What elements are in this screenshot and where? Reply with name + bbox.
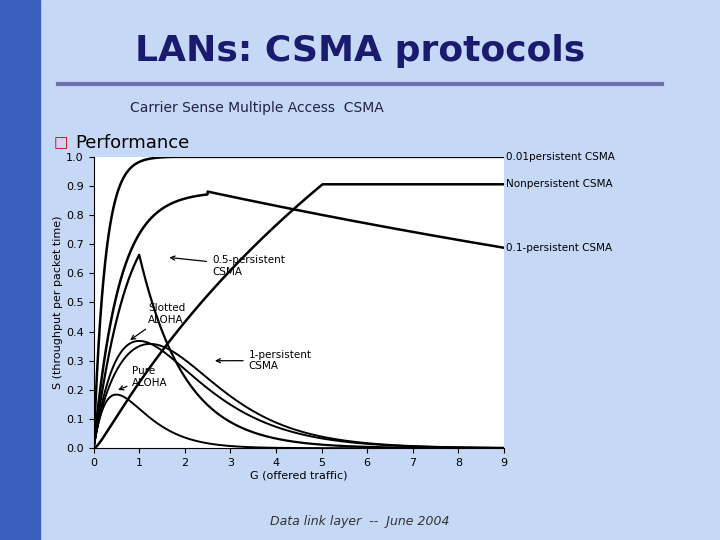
Text: LANs: CSMA protocols: LANs: CSMA protocols <box>135 35 585 68</box>
Y-axis label: S (throughput per packet time): S (throughput per packet time) <box>53 215 63 389</box>
Text: Nonpersistent CSMA: Nonpersistent CSMA <box>506 179 613 190</box>
Text: Carrier Sense Multiple Access  CSMA: Carrier Sense Multiple Access CSMA <box>130 101 383 115</box>
Text: Slotted
ALOHA: Slotted ALOHA <box>131 303 186 339</box>
Text: Data link layer  --  June 2004: Data link layer -- June 2004 <box>270 515 450 528</box>
X-axis label: G (offered traffic): G (offered traffic) <box>250 471 348 481</box>
Text: □: □ <box>54 136 68 151</box>
Text: 0.1-persistent CSMA: 0.1-persistent CSMA <box>506 243 613 253</box>
Text: 0.01persistent CSMA: 0.01persistent CSMA <box>506 152 615 162</box>
Text: Pure
ALOHA: Pure ALOHA <box>120 366 168 390</box>
Text: 1-persistent
CSMA: 1-persistent CSMA <box>216 350 312 372</box>
Text: Performance: Performance <box>76 134 190 152</box>
Bar <box>0 0 40 540</box>
Text: 0.5-persistent
CSMA: 0.5-persistent CSMA <box>171 255 285 276</box>
